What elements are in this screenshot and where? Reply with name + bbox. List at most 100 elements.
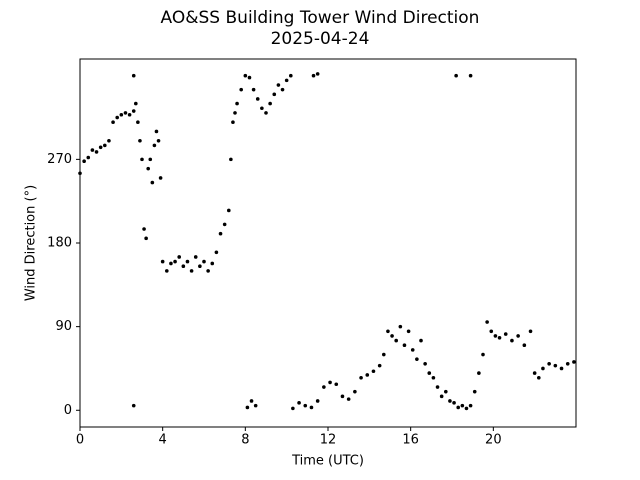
point [452, 401, 456, 405]
point [243, 73, 248, 78]
point [297, 401, 301, 405]
point [148, 157, 153, 162]
point [235, 101, 239, 106]
y-tick-label: 180 [47, 236, 72, 251]
x-tick-label: 20 [485, 433, 502, 448]
point [131, 73, 136, 78]
y-tick-label: 90 [55, 319, 72, 334]
point [90, 148, 95, 152]
point [410, 348, 415, 352]
chart-title: AO&SS Building Tower Wind Direction [161, 8, 480, 28]
point [402, 343, 407, 348]
point [111, 120, 115, 124]
point [198, 264, 202, 269]
point [334, 382, 339, 387]
point [214, 250, 219, 255]
point [231, 120, 235, 124]
point [169, 261, 173, 266]
point [98, 145, 103, 150]
point [86, 155, 91, 160]
point [165, 269, 169, 273]
point [158, 176, 163, 180]
point [134, 101, 138, 106]
point [210, 261, 215, 266]
point [353, 389, 357, 394]
point [94, 150, 99, 154]
point [127, 112, 132, 117]
point [115, 115, 119, 120]
point [245, 405, 250, 410]
point [472, 389, 477, 394]
point [497, 335, 502, 340]
point [464, 406, 469, 411]
x-tick-label: 12 [320, 433, 337, 448]
point [156, 138, 161, 143]
point [510, 338, 514, 343]
x-axis-label: Time (UTC) [291, 454, 364, 469]
point [528, 329, 533, 334]
point [173, 259, 177, 264]
point [454, 73, 458, 78]
point [152, 143, 157, 148]
point [260, 106, 264, 111]
point [456, 405, 461, 410]
point [377, 363, 382, 368]
point [386, 329, 390, 334]
point [398, 324, 403, 329]
point [315, 399, 320, 403]
point [435, 385, 440, 389]
point [382, 352, 386, 357]
point [311, 73, 316, 78]
point [255, 97, 260, 101]
point [193, 255, 198, 259]
x-tick-label: 16 [402, 433, 419, 448]
point [340, 394, 345, 399]
point [181, 264, 186, 269]
point [522, 343, 527, 348]
y-tick-label: 0 [64, 403, 72, 418]
point [140, 157, 144, 162]
point [291, 406, 295, 411]
point [150, 180, 155, 185]
point [272, 92, 277, 97]
point [537, 375, 541, 380]
y-tick-label: 270 [47, 152, 72, 167]
point [415, 357, 419, 361]
point [233, 111, 237, 115]
point [572, 360, 576, 364]
point [565, 362, 570, 366]
point [82, 159, 86, 164]
point [444, 389, 448, 394]
point [477, 371, 481, 375]
point [485, 320, 489, 324]
point [136, 120, 140, 124]
point [206, 269, 210, 273]
point [559, 366, 564, 371]
point [185, 259, 190, 264]
point [131, 109, 136, 113]
point [247, 75, 252, 80]
point [328, 380, 332, 385]
point [146, 166, 150, 171]
point [406, 329, 411, 334]
point [189, 269, 194, 273]
x-tick-label: 8 [241, 433, 249, 448]
point [419, 338, 423, 343]
point [322, 385, 326, 389]
point [460, 403, 465, 408]
point [365, 373, 370, 377]
point [249, 399, 254, 403]
point [251, 87, 256, 92]
point [423, 362, 427, 366]
point [229, 157, 233, 162]
point [107, 138, 111, 143]
point [468, 403, 473, 408]
point [177, 255, 181, 259]
point [142, 227, 146, 231]
point [268, 101, 272, 106]
point [427, 371, 432, 375]
point [315, 72, 320, 76]
point [394, 338, 399, 343]
point [547, 362, 551, 366]
